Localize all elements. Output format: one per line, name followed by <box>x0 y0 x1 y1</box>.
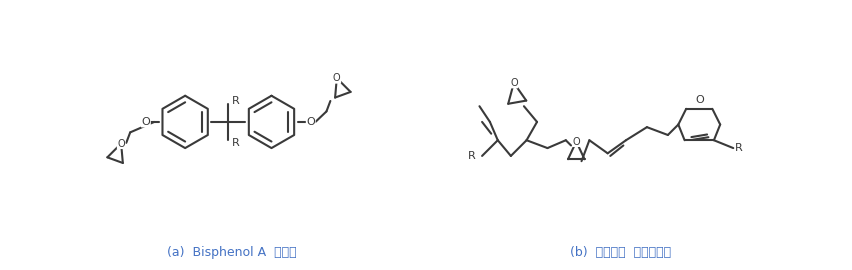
Text: (b)  부타디엔  변성에폭시: (b) 부타디엔 변성에폭시 <box>569 246 671 259</box>
Text: R: R <box>232 138 239 148</box>
Text: R: R <box>467 151 475 161</box>
Text: O: O <box>509 78 517 88</box>
Text: O: O <box>141 117 150 127</box>
Text: O: O <box>306 117 314 127</box>
Text: O: O <box>694 95 703 105</box>
Text: O: O <box>118 139 124 148</box>
Text: R: R <box>734 143 741 153</box>
Text: R: R <box>232 96 239 106</box>
Text: O: O <box>572 137 579 147</box>
Text: O: O <box>332 73 340 83</box>
Text: (a)  Bisphenol A  에폭시: (a) Bisphenol A 에폭시 <box>167 246 296 259</box>
